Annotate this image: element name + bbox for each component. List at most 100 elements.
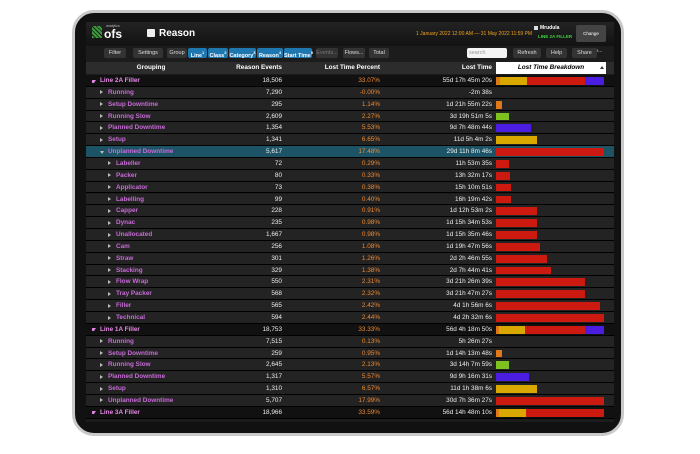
group-button[interactable]: Reason4 xyxy=(257,48,283,59)
expand-arrow[interactable] xyxy=(108,197,111,201)
table-row[interactable]: Labelling 99 0.40% 16h 19m 42s xyxy=(86,193,614,206)
table-row[interactable]: Line 3A Filler 18,966 33.59% 56d 14h 48m 10… xyxy=(86,406,614,419)
table-row[interactable]: Filler 565 2.42% 4d 1h 56m 6s xyxy=(86,300,614,312)
search-box[interactable]: search xyxy=(467,48,507,58)
group-button[interactable]: Class2 xyxy=(208,48,228,59)
expand-arrow[interactable] xyxy=(100,150,104,154)
expand-arrow[interactable] xyxy=(108,161,111,166)
table-row[interactable]: Planned Downtime 1,317 5.57% 9d 9h 16m 31s xyxy=(86,371,614,384)
expand-arrow[interactable] xyxy=(108,291,111,296)
expand-arrow[interactable] xyxy=(108,173,111,178)
breakdown-segment xyxy=(525,325,585,334)
table-row[interactable]: Unplanned Downtime 5,617 17.48% 29d 11h 8m … xyxy=(86,146,614,158)
column-header[interactable]: Grouping xyxy=(136,64,166,71)
table-row[interactable]: Line 2A Filler 18,506 33.07% 55d 17h 45m 20… xyxy=(86,75,614,87)
expand-arrow[interactable] xyxy=(108,185,111,190)
table-row[interactable]: Dynac 235 0.98% 1d 15h 34m 53s xyxy=(86,217,614,230)
breakdown-segment xyxy=(496,100,503,109)
table-row[interactable]: Running Slow 2,609 2.27% 3d 19h 51m 5s xyxy=(86,110,614,123)
table-row[interactable]: Setup 1,310 6.57% 11d 1h 38m 6s xyxy=(86,383,614,395)
expand-arrow[interactable] xyxy=(108,268,111,273)
toolbar-button[interactable]: Filter xyxy=(104,48,126,58)
table-row[interactable]: Planned Downtime 1,354 5.53% 9d 7h 48m 44s xyxy=(86,122,614,135)
column-header[interactable]: Lost Time Percent xyxy=(324,64,380,71)
change-selection-button[interactable]: Change Selection... xyxy=(576,25,606,53)
breakdown-segment xyxy=(496,242,541,251)
breakdown-segment xyxy=(526,408,604,417)
expand-arrow[interactable] xyxy=(100,114,103,119)
expand-arrow[interactable] xyxy=(100,362,103,367)
expand-arrow[interactable] xyxy=(108,220,111,225)
toolbar-button[interactable]: Flows... xyxy=(343,48,365,58)
reason-events: 1,310 xyxy=(266,385,282,393)
lost-time: -2m 38s xyxy=(468,88,492,96)
table-row[interactable]: Setup Downtime 259 0.95% 1d 14h 13m 48s xyxy=(86,347,614,360)
toolbar-button[interactable]: Events... xyxy=(316,48,338,58)
expand-arrow[interactable] xyxy=(92,411,96,415)
table-row[interactable]: Labeller 72 0.29% 11h 53m 35s xyxy=(86,157,614,170)
reason-events: 72 xyxy=(274,159,282,167)
expand-arrow[interactable] xyxy=(100,137,103,142)
lost-time: 3d 14h 7m 59s xyxy=(449,361,492,369)
toolbar-button[interactable]: Total xyxy=(369,48,389,58)
grouping: Running xyxy=(108,337,134,345)
table-row[interactable]: Packer 80 0.33% 13h 32m 17s xyxy=(86,169,614,182)
column-header[interactable]: Lost Time Breakdown xyxy=(496,62,606,74)
group-button[interactable]: Line1 xyxy=(188,48,207,59)
expand-arrow[interactable] xyxy=(100,90,103,95)
expand-arrow[interactable] xyxy=(100,374,103,379)
expand-arrow[interactable] xyxy=(108,279,111,284)
grouping: Planned Downtime xyxy=(108,124,166,132)
grouping: Technical xyxy=(116,314,146,321)
toolbar-button[interactable]: Share xyxy=(572,48,597,58)
expand-arrow[interactable] xyxy=(108,208,111,213)
table-row[interactable]: Capper 228 0.91% 1d 12h 53m 2s xyxy=(86,205,614,218)
group-button[interactable]: Start Time5 xyxy=(284,48,314,59)
expand-arrow[interactable] xyxy=(92,328,96,332)
table-row[interactable]: Line 1A Filler 18,753 33.33% 56d 4h 18m 50s xyxy=(86,323,614,336)
expand-arrow[interactable] xyxy=(100,125,103,130)
lost-time: 29d 11h 8m 46s xyxy=(446,148,492,156)
table-row[interactable]: Running 7,515 0.13% 5h 26m 27s xyxy=(86,335,614,348)
toolbar-button[interactable]: Help xyxy=(546,48,567,58)
expand-arrow[interactable] xyxy=(108,244,111,249)
breakdown-segment xyxy=(496,266,552,275)
table-row[interactable]: Applicator 73 0.38% 15h 10m 51s xyxy=(86,181,614,194)
table-row[interactable]: Setup 1,341 6.65% 11d 5h 4m 2s xyxy=(86,134,614,147)
column-header[interactable]: Lost Time xyxy=(461,64,492,71)
expand-arrow[interactable] xyxy=(92,79,96,83)
table-row[interactable]: Running 7,290 -0.00% -2m 38s xyxy=(86,86,614,99)
expand-arrow[interactable] xyxy=(108,232,111,237)
table-row[interactable]: Stacking 329 1.38% 2d 7h 44m 41s xyxy=(86,264,614,277)
expand-arrow[interactable] xyxy=(100,339,103,344)
table-row[interactable]: Unplanned Downtime 5,707 17.99% 30d 7h 36m … xyxy=(86,394,614,407)
expand-arrow[interactable] xyxy=(108,315,111,320)
user: Mrudula xyxy=(540,25,560,31)
table-row[interactable]: Tray Packer 568 2.32% 3d 21h 47m 27s xyxy=(86,288,614,301)
lost-time-percent: 0.29% xyxy=(361,159,380,167)
table-row[interactable]: Straw 301 1.26% 2d 2h 46m 55s xyxy=(86,252,614,265)
lost-time-percent: 5.57% xyxy=(361,373,380,381)
reason-events: 18,753 xyxy=(262,325,282,333)
column-header[interactable]: Reason Events xyxy=(236,64,282,71)
expand-arrow[interactable] xyxy=(100,102,103,107)
toolbar-button[interactable]: Refresh xyxy=(513,48,541,58)
expand-arrow[interactable] xyxy=(100,398,103,403)
expand-arrow[interactable] xyxy=(100,386,103,391)
toolbar-button[interactable]: Settings xyxy=(133,48,163,58)
table-row[interactable]: Cam 256 1.08% 1d 19h 47m 56s xyxy=(86,240,614,253)
reason-events: 568 xyxy=(271,290,282,298)
table-row[interactable]: Running Slow 2,645 2.13% 3d 14h 7m 59s xyxy=(86,359,614,372)
table-row[interactable]: Unallocated 1,667 0.98% 1d 15h 35m 46s xyxy=(86,229,614,241)
expand-arrow[interactable] xyxy=(108,303,111,308)
group-badge: 5 xyxy=(310,50,314,55)
table-row[interactable]: Flow Wrap 550 2.31% 3d 21h 26m 39s xyxy=(86,276,614,289)
expand-arrow[interactable] xyxy=(100,351,103,356)
expand-arrow[interactable] xyxy=(108,256,111,261)
lost-time: 11h 53m 35s xyxy=(455,159,492,167)
table-row[interactable]: Technical 594 2.44% 4d 2h 32m 6s xyxy=(86,312,614,324)
table-row[interactable]: Setup Downtime 295 1.14% 1d 21h 55m 22s xyxy=(86,98,614,111)
toolbar-button[interactable]: Group xyxy=(167,48,187,58)
lost-time: 11d 5h 4m 2s xyxy=(453,136,492,144)
group-button[interactable]: Category3 xyxy=(229,48,256,59)
